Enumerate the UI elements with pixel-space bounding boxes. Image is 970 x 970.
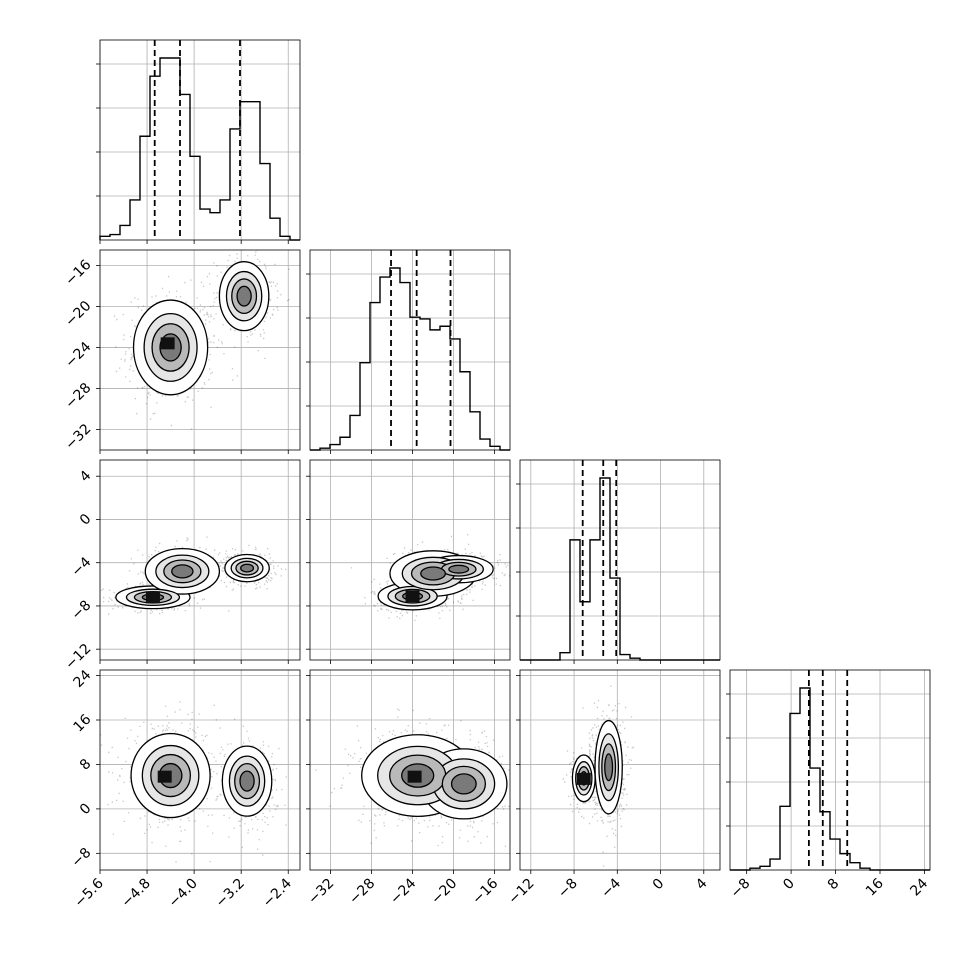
panel-content: [310, 460, 510, 660]
density-panel-3-2: [516, 669, 721, 874]
y-tick-label: 0: [77, 800, 95, 818]
histogram-step-line: [99, 57, 300, 241]
y-tick-label: −16: [62, 257, 94, 289]
y-tick-label: −4: [69, 554, 95, 580]
density-contour: [171, 564, 194, 579]
density-contour: [604, 753, 614, 782]
density-panel-2-0: [96, 459, 301, 664]
x-tick-label: 0: [650, 876, 668, 894]
x-tick-label: −28: [346, 876, 378, 908]
panel-frame: [519, 669, 721, 871]
density-peak-bin: [145, 591, 160, 604]
panel-frame: [309, 459, 511, 661]
density-peak-bin: [157, 770, 172, 783]
x-tick-label: 0: [780, 876, 798, 894]
x-tick-label: −12: [505, 876, 537, 908]
panel-frame: [99, 459, 301, 661]
density-contour: [448, 564, 470, 574]
histogram-frame: [309, 249, 511, 451]
panel-content: [100, 670, 300, 870]
density-peak-bin: [576, 772, 591, 785]
y-tick-label: 4: [77, 468, 95, 486]
x-tick-label: −4.0: [166, 876, 201, 911]
panel-content: [100, 460, 300, 660]
x-tick-label: −8: [555, 876, 581, 902]
y-tick-label: 8: [77, 756, 95, 774]
histogram-frame: [519, 459, 721, 661]
panel-frame: [99, 249, 301, 451]
x-tick-label: 8: [825, 876, 843, 894]
panel-content: [100, 250, 300, 450]
x-tick-label: −8: [728, 876, 754, 902]
x-tick-label: −4.8: [119, 876, 154, 911]
y-tick-label: −32: [62, 421, 94, 453]
y-tick-label: −8: [69, 597, 95, 623]
panel-frame: [99, 669, 301, 871]
density-panel-2-1: [306, 459, 511, 664]
density-peak-bin: [405, 590, 420, 603]
y-tick-label: −12: [62, 641, 94, 673]
density-contour: [450, 773, 477, 795]
density-contour: [236, 285, 252, 307]
panel-frame: [309, 669, 511, 871]
panel-content: [310, 670, 510, 870]
density-panel-3-0: [96, 669, 301, 874]
histogram-panel-2: [516, 459, 721, 664]
histogram-frame: [729, 669, 931, 871]
y-tick-label: 16: [71, 711, 95, 735]
histogram-panel-1: [306, 249, 511, 454]
y-tick-label: 0: [77, 511, 95, 529]
histogram-step-line: [730, 687, 930, 871]
histogram-panel-0: [96, 39, 301, 244]
histogram-panel-3: [726, 669, 931, 874]
histogram-step-line: [520, 477, 720, 661]
histogram-step-line: [310, 267, 510, 451]
density-contour: [240, 563, 255, 573]
density-panel-3-1: [306, 669, 511, 874]
density-peak-bin: [160, 337, 175, 350]
x-tick-label: −4: [598, 875, 624, 901]
panel-content: [520, 670, 720, 870]
histogram-frame: [99, 39, 301, 241]
x-tick-label: −5.6: [71, 875, 106, 910]
y-tick-label: −28: [62, 380, 94, 412]
y-tick-label: −8: [69, 845, 95, 871]
scatter-points: [100, 536, 287, 615]
y-tick-label: −20: [62, 298, 94, 330]
density-contour: [420, 566, 447, 581]
x-tick-label: −2.4: [260, 875, 295, 910]
x-tick-label: 16: [863, 875, 887, 899]
x-tick-label: −20: [428, 876, 460, 908]
x-tick-label: 24: [907, 875, 931, 899]
x-tick-label: −16: [469, 875, 501, 907]
density-panel-1-0: [96, 249, 301, 454]
x-tick-label: 4: [693, 875, 711, 893]
x-tick-label: −24: [387, 875, 419, 907]
density-peak-bin: [407, 770, 422, 783]
x-tick-label: −3.2: [213, 876, 248, 911]
y-tick-label: −24: [62, 339, 94, 371]
density-contour: [239, 770, 255, 792]
x-tick-label: −32: [305, 876, 337, 908]
